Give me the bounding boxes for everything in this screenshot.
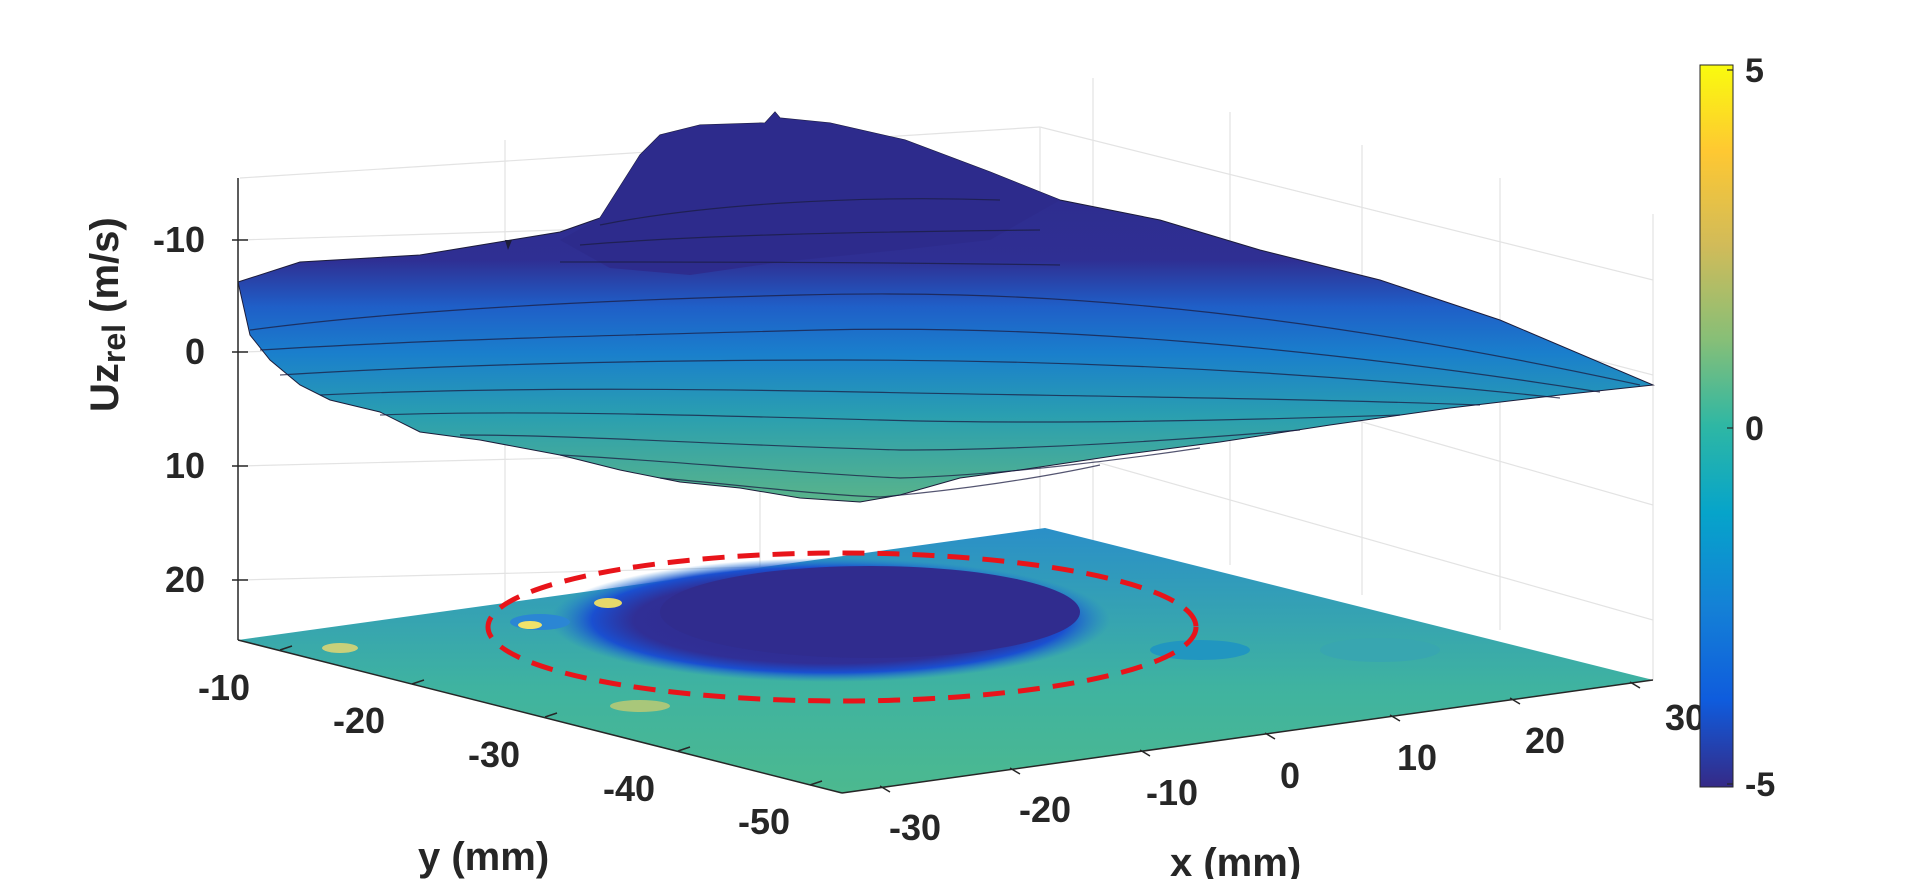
z-axis-label-main: Uz (83, 363, 127, 412)
annotation-dashed-ellipse (485, 550, 1199, 704)
x-tick-label: -20 (1019, 789, 1071, 830)
y-tick-label: -50 (738, 801, 790, 842)
y-tick-label: -20 (333, 700, 385, 741)
z-tick-label: -10 (153, 219, 205, 260)
surface (237, 111, 1655, 503)
colorbar: 5 0 -5 (1699, 52, 1775, 804)
z-tick-label: 10 (165, 445, 205, 486)
y-tick-label: -30 (468, 734, 520, 775)
x-tick-label: 20 (1525, 720, 1565, 761)
contour-floor (238, 528, 1653, 793)
colorbar-tick-label: -5 (1745, 766, 1775, 804)
colorbar-tick-label: 5 (1745, 52, 1764, 90)
y-tick-label: -10 (198, 667, 250, 708)
z-axis-label-subscript: rel (96, 324, 132, 363)
x-tick-label: 30 (1665, 697, 1705, 738)
colorbar-tick-label: 0 (1745, 410, 1764, 448)
x-axis: -30 -20 -10 0 10 20 30 x (mm) (841, 679, 1705, 879)
colorbar-gradient (1699, 64, 1734, 788)
z-axis-label-unit: (m/s) (83, 217, 127, 324)
z-tick-label: 20 (165, 559, 205, 600)
x-axis-label: x (mm) (1170, 841, 1301, 879)
x-tick-label: -10 (1146, 772, 1198, 813)
y-axis: -10 -20 -30 -40 -50 y (mm) (198, 639, 843, 879)
z-axis-label: Uzrel (m/s) (83, 217, 132, 412)
x-tick-label: -30 (889, 807, 941, 848)
z-tick-label: 0 (185, 331, 205, 372)
y-tick-label: -40 (603, 768, 655, 809)
x-tick-label: 0 (1280, 755, 1300, 796)
z-axis: -10 0 10 20 Uzrel (m/s) (83, 178, 248, 640)
x-tick-label: 10 (1397, 737, 1437, 778)
y-axis-label: y (mm) (418, 835, 549, 879)
